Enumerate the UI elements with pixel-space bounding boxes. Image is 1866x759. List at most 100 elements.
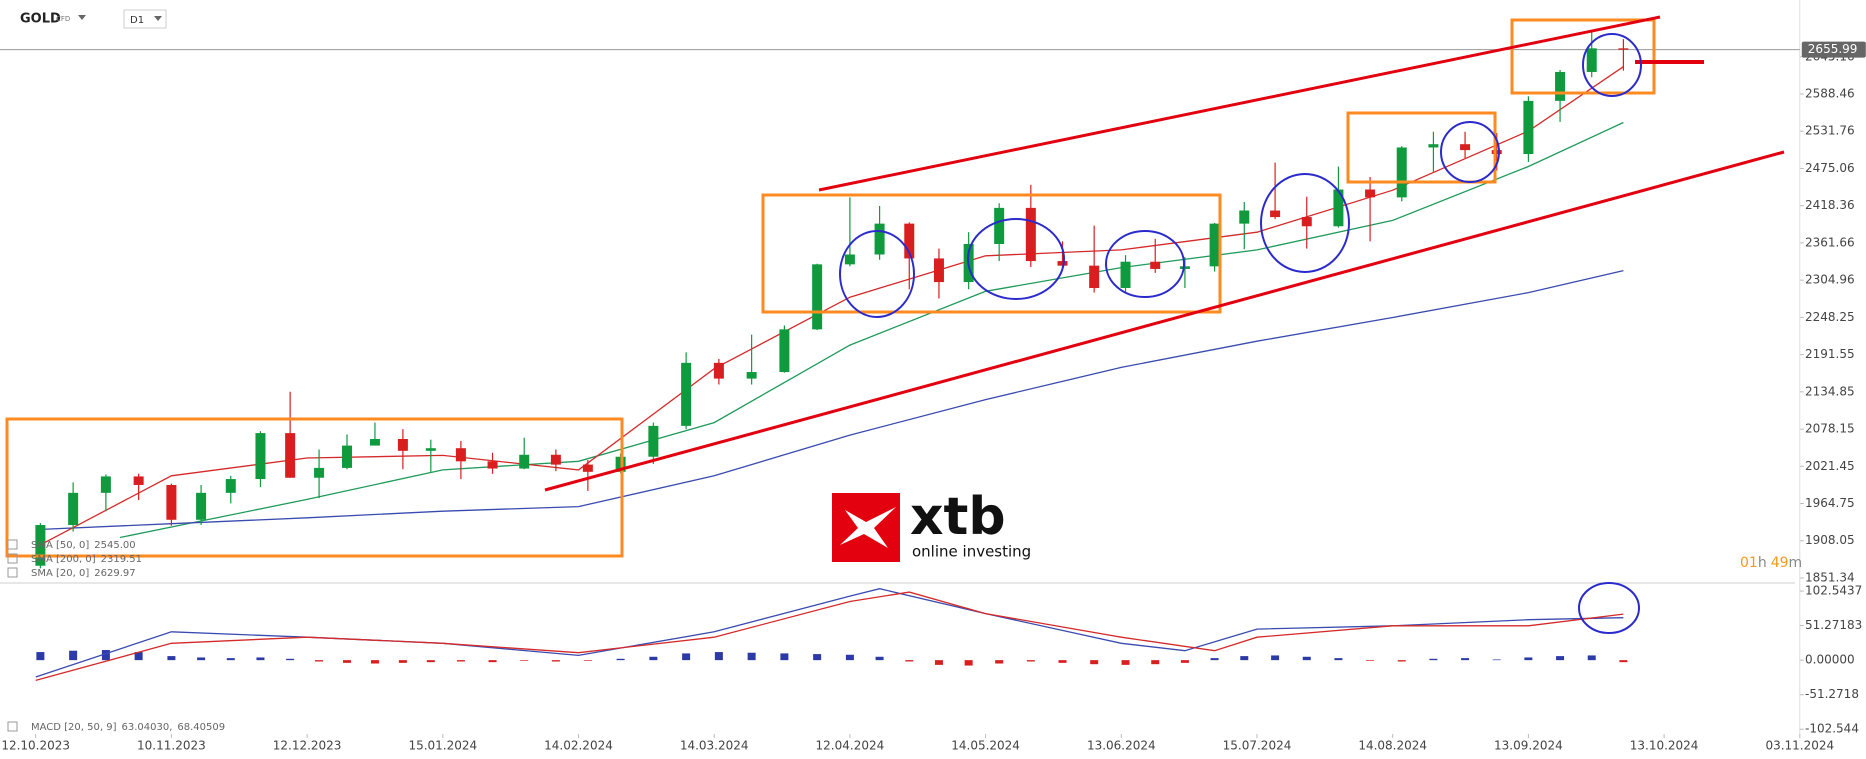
legend-name: SMA [20, 0] xyxy=(31,568,89,579)
candle-body xyxy=(844,254,855,265)
y-tick-label: 2588.46 xyxy=(1805,86,1855,100)
histogram-bar xyxy=(286,658,295,661)
histogram-bar xyxy=(616,658,625,661)
histogram-bar xyxy=(1556,656,1565,661)
candle-body xyxy=(1025,207,1036,262)
symbol-dropdown[interactable] xyxy=(78,15,86,20)
x-tick-label: 14.08.2024 xyxy=(1358,739,1427,753)
histogram-bar xyxy=(1619,660,1628,663)
logo: xtb online investing xyxy=(832,487,1031,562)
candle-body xyxy=(550,454,561,465)
macd-legend: MACD [20, 50, 9] 63.04030, 68.40509 xyxy=(31,722,225,733)
histogram-bar xyxy=(714,652,723,661)
x-tick-label: 10.11.2023 xyxy=(137,739,206,753)
x-tick-label: 13.06.2024 xyxy=(1087,739,1156,753)
candle-body xyxy=(35,525,46,566)
candle-body xyxy=(519,454,530,469)
candle-body xyxy=(812,264,823,330)
candle-body xyxy=(1428,144,1439,148)
y-tick-label: 2078.15 xyxy=(1805,422,1855,436)
highlight-circle xyxy=(967,218,1065,300)
candle-body xyxy=(994,207,1005,244)
candle-body xyxy=(874,223,885,255)
x-tick-label: 14.02.2024 xyxy=(544,739,613,753)
legend-entry: SMA [200, 0] 2319.51 xyxy=(31,554,142,565)
timeframe-dropdown[interactable] xyxy=(123,9,167,29)
symbol[interactable]: GOLD xyxy=(20,12,61,27)
histogram-bar xyxy=(488,660,497,663)
candle-body xyxy=(1209,223,1220,267)
histogram-bar xyxy=(682,653,691,661)
histogram-bar xyxy=(1334,658,1343,661)
histogram-bar xyxy=(1090,660,1099,665)
y-tick-label: 2361.66 xyxy=(1805,235,1855,249)
candle-body xyxy=(1491,150,1502,155)
range-box xyxy=(1346,111,1497,184)
candle-body xyxy=(455,448,466,462)
legend-value: 2319.51 xyxy=(101,554,142,565)
candle-body xyxy=(285,433,296,478)
histogram-bar xyxy=(1240,656,1249,661)
candle-body xyxy=(342,445,353,468)
histogram-bar xyxy=(1121,660,1130,665)
x-tick-label: 12.04.2024 xyxy=(816,739,885,753)
y-tick-label: 2021.45 xyxy=(1805,459,1855,473)
candle-body xyxy=(904,223,915,259)
candle-body xyxy=(746,372,757,379)
histogram-bar xyxy=(1210,658,1219,661)
x-tick-label: 15.01.2024 xyxy=(408,739,477,753)
candle-body xyxy=(100,476,111,493)
highlight-circle xyxy=(1105,230,1185,298)
histogram-bar xyxy=(1366,660,1375,661)
candle-body xyxy=(369,439,380,446)
logo-brand: xtb xyxy=(910,487,1006,547)
symbol-badge: CFD xyxy=(56,15,70,23)
timeframe: D1 xyxy=(130,15,144,26)
histogram-bar xyxy=(905,660,914,662)
annotations xyxy=(5,15,1785,634)
histogram-bar xyxy=(315,660,324,662)
countdown-minutes: 49 xyxy=(1771,555,1789,571)
histogram-bar xyxy=(1058,660,1067,663)
candle-body xyxy=(1270,210,1281,218)
histogram-bar xyxy=(845,654,854,661)
candle-body xyxy=(314,467,325,478)
candle-body xyxy=(255,433,266,480)
candle-body xyxy=(1120,261,1131,288)
indicator-line xyxy=(35,269,1624,531)
histogram-bar xyxy=(1302,656,1311,661)
x-tick-label: 12.12.2023 xyxy=(273,739,342,753)
toolbar: GOLD CFD D1 xyxy=(20,9,167,29)
indicator-line xyxy=(35,66,1624,548)
highlight-circle xyxy=(839,230,915,318)
y-tick-label: 0.00000 xyxy=(1805,653,1855,667)
y-tick-label: 102.5437 xyxy=(1805,584,1862,598)
range-box xyxy=(5,417,624,558)
histogram-bar xyxy=(1180,660,1189,663)
legend-entry: SMA [50, 0] 2545.00 xyxy=(31,540,136,551)
candle-body xyxy=(1555,71,1566,101)
y-tick-label: 2475.06 xyxy=(1805,161,1855,175)
histogram-bar xyxy=(1492,659,1501,661)
candle-body xyxy=(582,464,593,472)
highlight-circle xyxy=(1440,121,1500,183)
candle-body xyxy=(1618,48,1629,50)
current-price-label: 2655.99 xyxy=(1808,42,1858,56)
histogram-bar xyxy=(343,660,352,663)
histogram-bar xyxy=(964,660,973,666)
timeframe-caret xyxy=(154,16,162,21)
candle-body xyxy=(1333,189,1344,227)
y-tick-label: -51.2718 xyxy=(1805,687,1859,701)
candle-body xyxy=(1239,210,1250,224)
candle-body xyxy=(1301,217,1312,227)
countdown: 01h 49m xyxy=(1740,555,1802,571)
candle-body xyxy=(397,439,408,451)
histogram-bar xyxy=(256,657,265,661)
y-tick-label: 2418.36 xyxy=(1805,198,1855,212)
histogram-bar xyxy=(134,652,143,661)
x-tick-label: 13.09.2024 xyxy=(1494,739,1563,753)
highlight-circle xyxy=(1582,33,1642,97)
